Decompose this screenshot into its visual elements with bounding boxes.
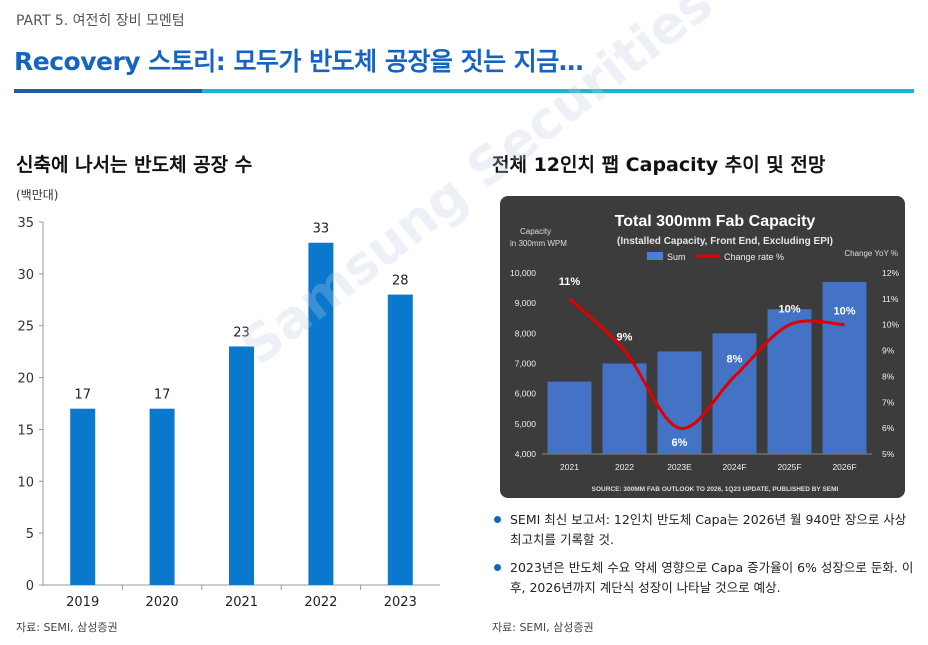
change-rate-label: 10% (833, 306, 855, 318)
fab-x-tick-label: 2021 (560, 462, 579, 472)
fab-y-tick-label: 6,000 (515, 389, 537, 399)
fab-bar (657, 351, 702, 454)
x-tick-label: 2020 (146, 595, 179, 610)
fab-source-note: SOURCE: 300MM FAB OUTLOOK TO 2026, 1Q23 … (592, 486, 839, 493)
bullet-dot-icon (494, 564, 501, 571)
fab-y-tick-label: 5,000 (515, 419, 537, 429)
fab-capacity-chart: Total 300mm Fab Capacity (Installed Capac… (510, 213, 899, 493)
bar (387, 294, 413, 585)
fab-right-tick-label: 6% (882, 423, 895, 433)
legend-bar-swatch (647, 252, 663, 260)
x-tick-label: 2019 (66, 595, 99, 610)
data-label: 17 (154, 388, 171, 403)
page-title: Recovery 스토리: 모두가 반도체 공장을 짓는 지금… (14, 47, 584, 76)
fab-y-tick-label: 10,000 (510, 268, 536, 278)
title-rule-light (202, 89, 914, 93)
bullet-list: SEMI 최신 보고서: 12인치 반도체 Capa는 2026년 월 940만… (492, 510, 917, 606)
fab-left-axis-title: Capacity (520, 227, 551, 236)
y-tick-label: 5 (26, 527, 34, 542)
bullet-item: SEMI 최신 보고서: 12인치 반도체 Capa는 2026년 월 940만… (492, 510, 917, 550)
y-tick-label: 35 (17, 216, 34, 231)
fab-capacity-chart-panel: Total 300mm Fab Capacity (Installed Capac… (500, 196, 905, 498)
x-tick-label: 2022 (304, 595, 337, 610)
right-source: 자료: SEMI, 삼성증권 (492, 621, 594, 634)
left-source: 자료: SEMI, 삼성증권 (16, 621, 118, 634)
fab-bar (547, 381, 592, 454)
y-tick-label: 25 (17, 320, 34, 335)
y-tick-label: 15 (17, 423, 34, 438)
fab-right-axis-title: Change YoY % (844, 249, 898, 258)
change-rate-line (568, 297, 845, 430)
y-tick-label: 0 (26, 579, 34, 594)
bullet-item: 2023년은 반도체 수요 약세 영향으로 Capa 증가율이 6% 성장으로 … (492, 558, 917, 598)
fab-y-tick-label: 4,000 (515, 449, 537, 459)
right-chart-subtitle: 전체 12인치 팹 Capacity 추이 및 전망 (492, 154, 826, 176)
bar (149, 408, 175, 585)
change-rate-label: 11% (559, 276, 581, 288)
fab-y-tick-label: 7,000 (515, 359, 537, 369)
fab-chart-subtitle: (Installed Capacity, Front End, Excludin… (617, 236, 833, 247)
title-rule-dark (14, 89, 202, 93)
y-tick-label: 30 (17, 268, 34, 283)
fab-x-tick-label: 2022 (615, 462, 634, 472)
fab-bar (767, 309, 812, 454)
fab-x-tick-label: 2024F (722, 462, 746, 472)
fab-right-tick-label: 7% (882, 397, 895, 407)
fab-chart-title: Total 300mm Fab Capacity (615, 213, 816, 230)
fab-y-tick-label: 9,000 (515, 298, 537, 308)
bar (229, 346, 254, 585)
fab-bar (602, 363, 647, 454)
left-chart-subtitle: 신축에 나서는 반도체 공장 수 (16, 154, 253, 176)
bullet-text: 2023년은 반도체 수요 약세 영향으로 Capa 증가율이 6% 성장으로 … (510, 560, 914, 595)
factory-count-bar-chart: 0 5 10 15 20 25 30 35 17 2019 17 2020 23 2021 33 2022 28… (17, 216, 440, 610)
fab-right-tick-label: 10% (882, 320, 899, 330)
fab-x-tick-label: 2026F (832, 462, 856, 472)
y-tick-label: 20 (17, 372, 34, 387)
fab-right-tick-label: 8% (882, 371, 895, 381)
fab-x-tick-label: 2025F (777, 462, 801, 472)
change-rate-label: 9% (617, 332, 633, 344)
bullet-dot-icon (494, 516, 501, 523)
fab-right-tick-label: 12% (882, 268, 899, 278)
y-tick-label: 10 (17, 475, 34, 490)
legend-line-label: Change rate % (724, 252, 784, 262)
bullet-text: SEMI 최신 보고서: 12인치 반도체 Capa는 2026년 월 940만… (510, 512, 907, 547)
change-rate-label: 8% (727, 353, 743, 365)
fab-bar (822, 282, 867, 454)
fab-left-axis-title2: in 300mm WPM (510, 239, 567, 248)
legend-bar-label: Sum (667, 252, 686, 262)
fab-y-tick-label: 8,000 (515, 328, 537, 338)
part-label: PART 5. 여전히 장비 모멘텀 (16, 13, 185, 29)
data-label: 17 (74, 388, 91, 403)
bar (70, 408, 96, 585)
data-label: 33 (313, 222, 330, 237)
fab-right-tick-label: 5% (882, 449, 895, 459)
x-tick-label: 2021 (225, 595, 258, 610)
change-rate-label: 10% (778, 304, 800, 316)
fab-right-tick-label: 9% (882, 346, 895, 356)
change-rate-label: 6% (672, 437, 688, 449)
bar (308, 242, 334, 585)
left-chart-unit: (백만대) (16, 188, 59, 202)
fab-x-tick-label: 2023E (667, 462, 692, 472)
fab-right-tick-label: 11% (882, 294, 899, 304)
data-label: 23 (233, 325, 250, 340)
data-label: 28 (392, 274, 409, 289)
x-tick-label: 2023 (384, 595, 417, 610)
